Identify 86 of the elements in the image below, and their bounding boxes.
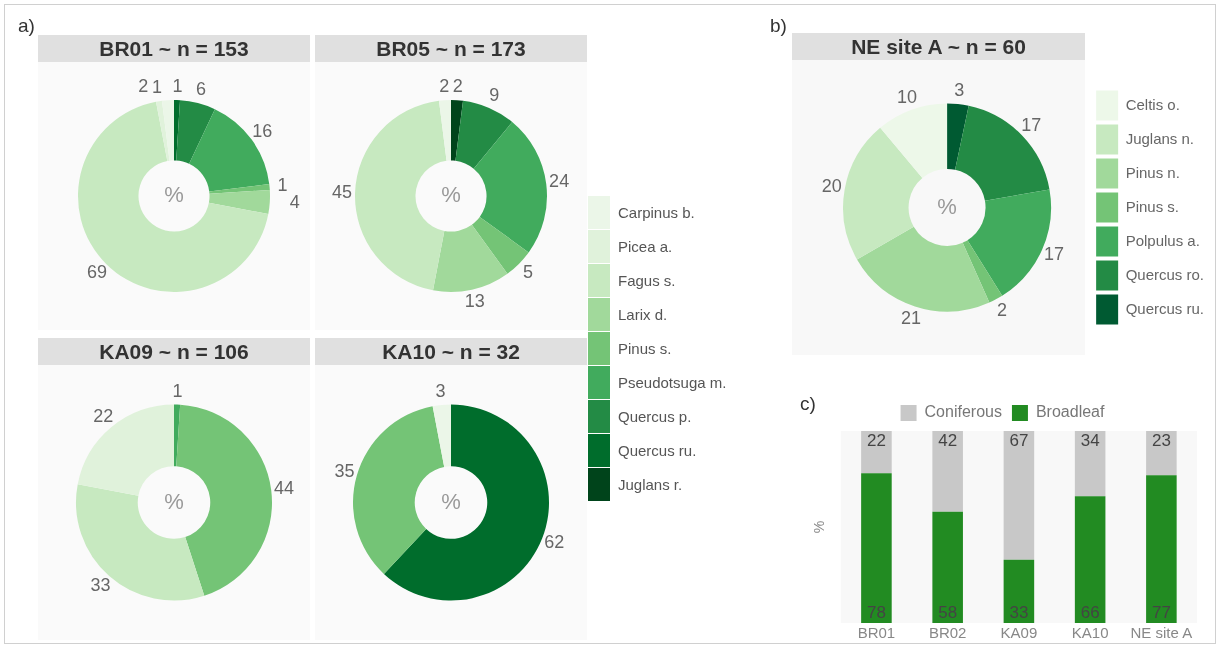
x-tick-label: KA10: [1071, 624, 1109, 642]
data-label: 1: [172, 380, 183, 401]
data-label: 33: [90, 574, 111, 595]
data-label: 66: [1080, 603, 1100, 623]
data-label: 62: [544, 532, 565, 553]
data-label: 21: [900, 307, 921, 328]
data-label: 2: [996, 299, 1008, 320]
data-label: 3: [435, 380, 446, 401]
data-label: 2: [138, 76, 149, 97]
text: a): [18, 15, 35, 37]
data-label: 22: [866, 431, 886, 451]
data-label: 58: [938, 603, 958, 623]
legend-label: Pseudotsuga m.: [618, 373, 727, 391]
data-label: 1: [172, 76, 183, 97]
bar: [1074, 431, 1106, 497]
legend-label: Coniferous: [924, 403, 1002, 421]
text: %: [937, 193, 957, 219]
bar: [1003, 559, 1035, 623]
data-label: 24: [549, 171, 570, 192]
legend-label: Pinus n.: [1125, 163, 1180, 181]
bar: [1003, 431, 1035, 560]
data-label: 44: [274, 477, 295, 498]
text: %: [164, 488, 184, 514]
legend-label: Celtis o.: [1125, 95, 1180, 113]
data-label: 17: [1043, 244, 1064, 265]
data-label: 22: [93, 405, 114, 426]
data-label: 3: [954, 80, 965, 101]
data-label: 9: [489, 84, 500, 105]
data-label: 13: [464, 291, 485, 312]
data-label: 67: [1009, 431, 1029, 451]
chart-title: BR01 ~ n = 153: [38, 35, 310, 62]
data-label: 33: [1009, 603, 1029, 623]
text: %: [164, 182, 184, 208]
data-label: 45: [332, 181, 353, 202]
legend-label: Juglans r.: [618, 475, 683, 493]
text: c): [800, 393, 816, 415]
text: %: [441, 488, 461, 514]
data-label: 17: [1021, 115, 1042, 136]
bar: [861, 431, 892, 474]
data-label: 23: [1151, 431, 1171, 451]
x-tick-label: BR01: [857, 624, 896, 642]
legend-label: Larix d.: [618, 305, 668, 323]
data-label: 6: [196, 79, 207, 100]
data-label: 4: [289, 191, 300, 212]
legend-label: Broadleaf: [1035, 403, 1105, 421]
data-label: 35: [334, 460, 355, 481]
data-label: 16: [252, 120, 273, 141]
legend-label: Pinus s.: [1125, 197, 1179, 215]
x-tick-label: BR02: [928, 624, 967, 642]
x-tick-label: KA09: [1000, 624, 1038, 642]
bar: [1146, 431, 1177, 476]
y-axis-title: %: [811, 520, 828, 534]
data-label: 5: [523, 262, 534, 283]
legend-label: Fagus s.: [618, 271, 676, 289]
bar: [1146, 475, 1177, 623]
data-label: 78: [866, 603, 886, 623]
legend-label: Quercus ro.: [1125, 265, 1205, 283]
legend-label: Carpinus b.: [618, 203, 695, 221]
chart-title: KA09 ~ n = 106: [38, 338, 310, 365]
chart-title: KA10 ~ n = 32: [315, 338, 587, 365]
x-tick-label: NE site A: [1130, 624, 1193, 642]
data-label: 1: [277, 174, 288, 195]
bar: [861, 473, 892, 623]
text: b): [770, 15, 787, 37]
legend-label: Pinus s.: [618, 339, 672, 357]
bar: [1074, 496, 1106, 623]
bar: [932, 431, 963, 512]
legend-label: Quercus ru.: [618, 441, 697, 459]
chart-title: BR05 ~ n = 173: [315, 35, 587, 62]
data-label: 42: [938, 431, 958, 451]
data-label: 77: [1151, 603, 1171, 623]
legend-label: Juglans n.: [1125, 129, 1195, 147]
text: %: [441, 182, 461, 208]
bar: [932, 511, 963, 623]
data-label: 69: [86, 262, 107, 283]
legend-label: Quercus p.: [618, 407, 692, 425]
data-label: 2: [452, 76, 463, 97]
legend-label: Picea a.: [618, 237, 673, 255]
data-label: 10: [897, 86, 918, 107]
data-label: 34: [1080, 431, 1100, 451]
legend-label: Quercus ru.: [1125, 299, 1205, 317]
legend-label: Polpulus a.: [1125, 231, 1200, 249]
data-label: 20: [821, 176, 842, 197]
chart-title: NE site A ~ n = 60: [792, 33, 1085, 60]
data-label: 1: [151, 77, 162, 98]
data-label: 2: [439, 76, 450, 97]
